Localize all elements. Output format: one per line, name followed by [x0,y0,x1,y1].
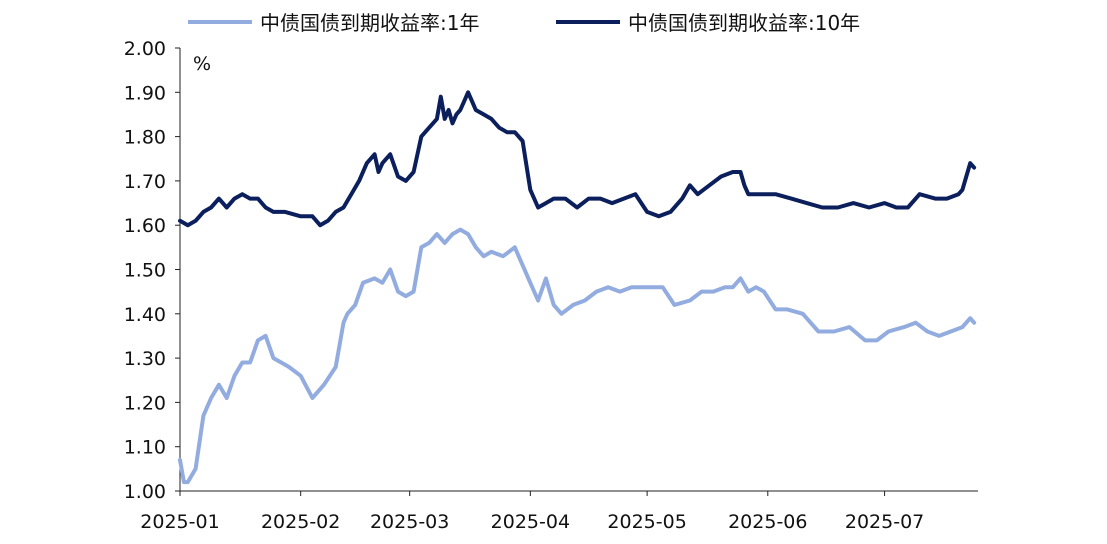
y-axis-unit: % [193,53,211,75]
series-line-1y [178,227,977,485]
x-tick-label: 2025-06 [728,511,807,533]
y-tick-label: 1.70 [124,171,166,193]
y-tick-label: 1.00 [124,481,166,503]
x-axis: 2025-01 2025-02 2025-03 2025-04 2025-05 2025-… [140,490,978,533]
y-tick-label: 1.30 [124,348,166,370]
legend-label-10y: 中债国债到期收益率:10年 [628,11,860,35]
series-group [178,90,977,485]
legend: 中债国债到期收益率:1年 中债国债到期收益率:10年 [188,11,860,35]
x-tick-label: 2025-01 [140,511,219,533]
y-tick-label: 1.40 [124,304,166,326]
x-tick-label: 2025-03 [370,511,449,533]
y-tick-label: 1.50 [124,260,166,282]
y-tick-label: 2.00 [124,38,166,60]
y-tick-label: 1.10 [124,437,166,459]
series-line-10y [178,90,977,228]
y-axis: 2.00 1.90 1.80 1.70 1.60 1.50 1.40 1.30 1.20 1.10… [124,38,181,503]
x-tick-label: 2025-05 [607,511,686,533]
y-tick-label: 1.20 [124,392,166,414]
legend-label-1y: 中债国债到期收益率:1年 [260,11,479,35]
y-tick-label: 1.80 [124,127,166,149]
y-tick-label: 1.60 [124,215,166,237]
x-tick-label: 2025-07 [845,511,924,533]
x-tick-label: 2025-02 [261,511,340,533]
y-tick-label: 1.90 [124,82,166,104]
x-tick-label: 2025-04 [491,511,570,533]
